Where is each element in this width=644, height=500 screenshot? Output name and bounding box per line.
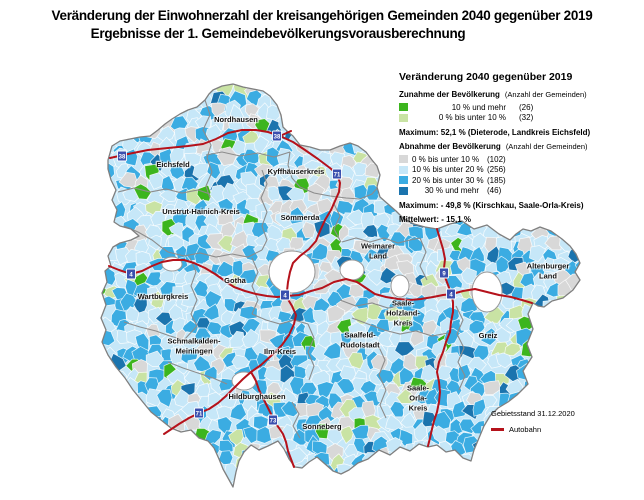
autobahn-label: Autobahn: [509, 425, 542, 434]
legend-class-count: (256): [487, 165, 506, 175]
legend-mean-value: Mittelwert: - 15,1 %: [399, 215, 472, 224]
legend-row-decrease-3: 30 % und mehr (46): [399, 186, 643, 197]
legend-class-count: (102): [487, 154, 506, 164]
legend: Veränderung 2040 gegenüber 2019 Zunahme …: [399, 71, 643, 229]
autobahn-shield-icon: [194, 407, 204, 419]
autobahn-shield-icon: [126, 268, 136, 280]
legend-class-label: 30 % und mehr: [424, 186, 479, 196]
decrease-heading-note: (Anzahl der Gemeinden): [505, 142, 588, 151]
data-status-note: Gebietsstand 31.12.2020: [491, 409, 575, 418]
autobahn-shield-icon: [280, 289, 290, 301]
legend-increase-maximum: Maximum: 52,1 % (Dieterode, Landkreis Ei…: [399, 128, 591, 137]
autobahn-shield-icon: [117, 150, 127, 162]
map-footer: Gebietsstand 31.12.2020 Autobahn: [491, 409, 575, 434]
autobahn-number: 71: [196, 411, 203, 417]
legend-row-increase-0: 10 % und mehr (26): [399, 102, 643, 113]
autobahn-number: 73: [270, 418, 277, 424]
legend-decrease-heading: Abnahme der Bevölkerung (Anzahl der Geme…: [399, 142, 643, 151]
autobahn-line: [163, 295, 297, 435]
autobahn-shield-icon: [272, 130, 282, 142]
color-swatch-gray: [399, 155, 408, 164]
legend-increase-heading: Zunahme der Bevölkerung (Anzahl der Geme…: [399, 90, 643, 99]
color-swatch-medium-blue: [399, 176, 408, 185]
page-title-line2: Ergebnisse der 1. Gemeindebevölkerungsvo…: [90, 26, 466, 41]
legend-class-label: 20 % bis unter 30 %: [412, 175, 484, 185]
autobahn-number: 4: [283, 293, 287, 299]
autobahn-shield-icon: [446, 288, 456, 300]
autobahn-number: 71: [334, 172, 341, 178]
autobahn-line: [427, 228, 454, 447]
autobahn-number: 9: [442, 271, 446, 277]
increase-heading-note: (Anzahl der Gemeinden): [504, 90, 587, 99]
legend-class-count: (32): [519, 113, 534, 123]
color-swatch-light-green: [399, 113, 408, 122]
legend-class-count: (185): [487, 175, 506, 185]
city-hole: [390, 274, 410, 298]
autobahn-number: 38: [274, 134, 281, 140]
legend-class-label: 10 % und mehr: [451, 102, 506, 112]
legend-class-label: 0 % bis unter 10 %: [438, 113, 506, 123]
legend-title: Veränderung 2040 gegenüber 2019: [399, 71, 573, 83]
legend-row-decrease-0: 0 % bis unter 10 % (102): [399, 154, 643, 165]
legend-class-count: (26): [519, 102, 534, 112]
city-hole: [339, 259, 365, 281]
color-swatch-dark-blue: [399, 186, 408, 195]
autobahn-line: [279, 135, 341, 297]
autobahn-number: 4: [449, 292, 453, 298]
legend-row-decrease-1: 10 % bis unter 20 % (256): [399, 165, 643, 176]
page-title-line1: Veränderung der Einwohnerzahl der kreisa…: [51, 8, 593, 23]
autobahn-line-icon: [491, 428, 504, 431]
increase-heading-text: Zunahme der Bevölkerung: [399, 90, 500, 99]
color-swatch-light-blue: [399, 165, 408, 174]
city-hole: [268, 250, 316, 294]
autobahn-shield-icon: [332, 168, 342, 180]
decrease-heading-text: Abnahme der Bevölkerung: [399, 142, 501, 151]
legend-class-label: 0 % bis unter 10 %: [412, 154, 480, 164]
autobahn-shield-icon: [439, 267, 449, 279]
legend-class-label: 10 % bis unter 20 %: [412, 165, 484, 175]
legend-row-increase-1: 0 % bis unter 10 % (32): [399, 113, 643, 124]
autobahn-line: [109, 129, 292, 159]
legend-decrease-maximum: Maximum: - 49,8 % (Kirschkau, Saale-Orla…: [399, 201, 584, 210]
autobahn-line: [108, 259, 533, 304]
autobahn-number: 4: [129, 272, 133, 278]
legend-row-decrease-2: 20 % bis unter 30 % (185): [399, 175, 643, 186]
autobahn-number: 38: [119, 154, 126, 160]
autobahn-shield-icon: [268, 414, 278, 426]
color-swatch-green: [399, 103, 408, 112]
autobahn-legend-entry: Autobahn: [491, 425, 575, 434]
legend-class-count: (46): [487, 186, 502, 196]
